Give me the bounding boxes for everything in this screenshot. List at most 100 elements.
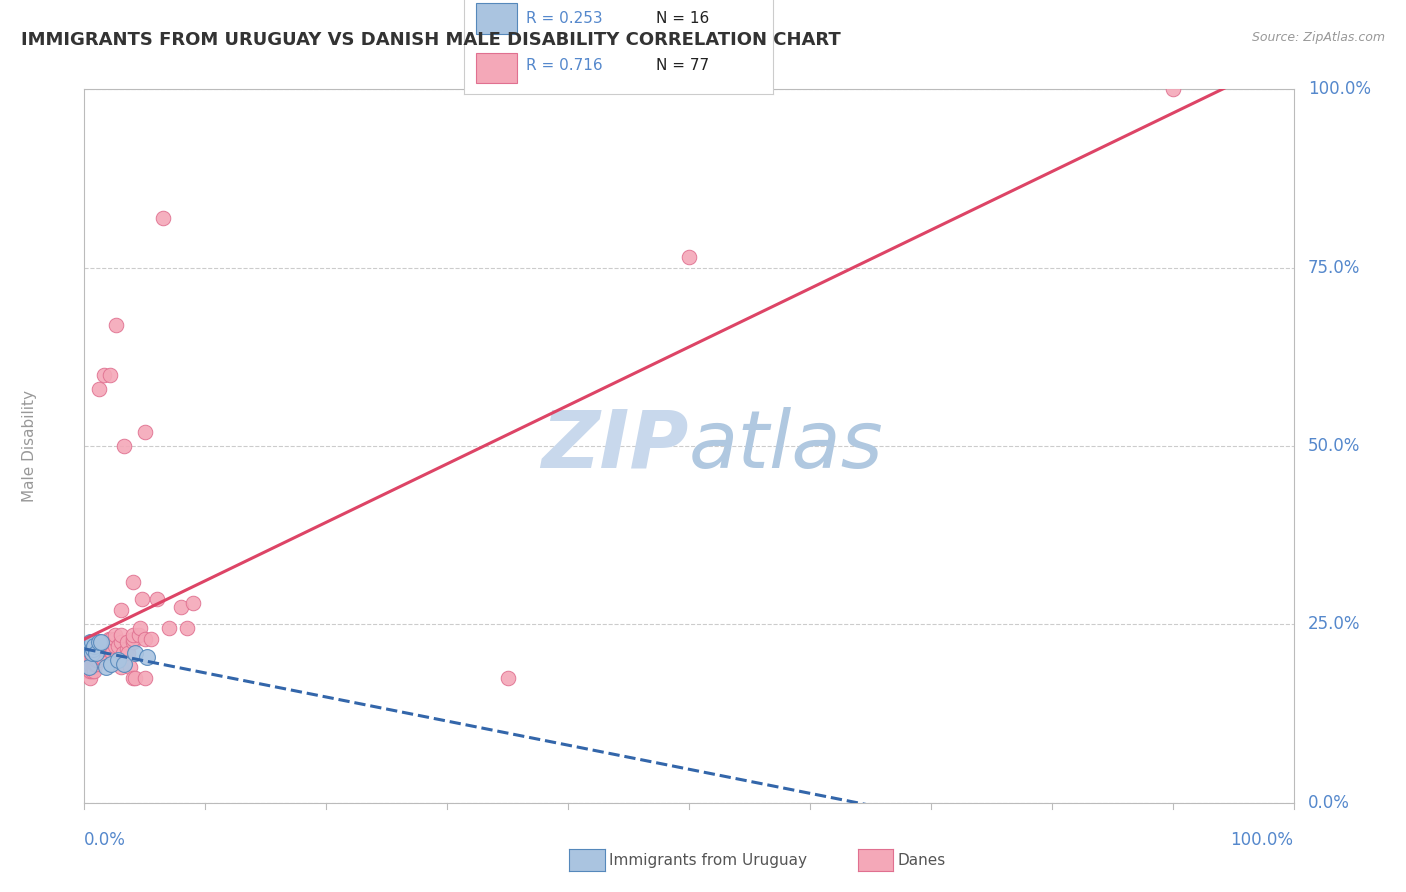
Point xyxy=(120,660,142,674)
Point xyxy=(104,628,127,642)
Point xyxy=(100,657,122,671)
Point xyxy=(128,628,150,642)
Point xyxy=(86,653,108,667)
Point xyxy=(110,635,132,649)
Point xyxy=(90,635,112,649)
Point xyxy=(79,639,101,653)
Point xyxy=(76,664,98,678)
Point xyxy=(496,671,519,685)
Point xyxy=(100,632,122,646)
Point xyxy=(77,657,100,671)
Point xyxy=(129,621,152,635)
Point xyxy=(91,649,114,664)
Point xyxy=(110,603,132,617)
Point xyxy=(80,653,103,667)
Point xyxy=(91,642,114,657)
Point xyxy=(83,639,105,653)
Point xyxy=(100,639,122,653)
Point xyxy=(82,660,104,674)
Point xyxy=(112,646,135,660)
Point xyxy=(181,596,204,610)
Bar xyxy=(477,53,516,83)
Point xyxy=(139,632,162,646)
Point xyxy=(82,642,104,657)
Point xyxy=(117,646,139,660)
Point xyxy=(98,368,121,382)
Point xyxy=(104,632,127,646)
Point xyxy=(77,660,100,674)
Point xyxy=(79,653,101,667)
Point xyxy=(83,657,105,671)
Point xyxy=(97,642,120,657)
Point xyxy=(87,635,110,649)
Point xyxy=(131,592,153,607)
Point xyxy=(97,632,120,646)
Point xyxy=(157,621,180,635)
Text: Male Disability: Male Disability xyxy=(22,390,38,502)
Point xyxy=(79,635,101,649)
Point xyxy=(1161,82,1184,96)
Point xyxy=(86,657,108,671)
Text: 0.0%: 0.0% xyxy=(84,831,127,849)
Text: N = 16: N = 16 xyxy=(655,12,709,26)
Text: atlas: atlas xyxy=(689,407,884,485)
Point xyxy=(146,592,169,607)
Text: R = 0.716: R = 0.716 xyxy=(526,59,602,73)
Point xyxy=(97,639,120,653)
Point xyxy=(121,671,143,685)
Point xyxy=(86,653,108,667)
Point xyxy=(124,671,146,685)
Text: 25.0%: 25.0% xyxy=(1308,615,1361,633)
Point xyxy=(170,599,193,614)
Point xyxy=(90,646,112,660)
Point xyxy=(152,211,174,225)
Point xyxy=(101,646,124,660)
Bar xyxy=(477,4,516,34)
Point xyxy=(107,653,129,667)
Point xyxy=(104,639,127,653)
Point xyxy=(77,664,100,678)
Point xyxy=(80,664,103,678)
Point xyxy=(83,664,105,678)
Text: 100.0%: 100.0% xyxy=(1230,831,1294,849)
Text: N = 77: N = 77 xyxy=(655,59,709,73)
Point xyxy=(104,318,127,332)
Point xyxy=(93,368,115,382)
Point xyxy=(110,628,132,642)
Point xyxy=(110,660,132,674)
Point xyxy=(86,649,108,664)
Point xyxy=(79,664,101,678)
Point xyxy=(94,639,117,653)
Point xyxy=(87,649,110,664)
Text: R = 0.253: R = 0.253 xyxy=(526,12,602,26)
Point xyxy=(79,657,101,671)
Point xyxy=(80,657,103,671)
Point xyxy=(176,621,198,635)
Point xyxy=(115,642,138,657)
Point xyxy=(107,639,129,653)
Point xyxy=(134,671,156,685)
Point xyxy=(84,657,107,671)
Point xyxy=(84,649,107,664)
Point xyxy=(124,646,146,660)
Text: 75.0%: 75.0% xyxy=(1308,259,1361,277)
Point xyxy=(136,649,159,664)
Text: 100.0%: 100.0% xyxy=(1308,80,1371,98)
Text: ZIP: ZIP xyxy=(541,407,689,485)
Point xyxy=(79,671,101,685)
Point xyxy=(77,660,100,674)
Point xyxy=(83,653,105,667)
Point xyxy=(89,646,111,660)
Point xyxy=(134,632,156,646)
Point xyxy=(121,632,143,646)
Point xyxy=(87,382,110,396)
Point xyxy=(112,439,135,453)
Point xyxy=(91,639,114,653)
Text: IMMIGRANTS FROM URUGUAY VS DANISH MALE DISABILITY CORRELATION CHART: IMMIGRANTS FROM URUGUAY VS DANISH MALE D… xyxy=(21,31,841,49)
Point xyxy=(94,642,117,657)
Point xyxy=(94,660,117,674)
Point xyxy=(112,657,135,671)
Text: 0.0%: 0.0% xyxy=(1308,794,1350,812)
Point xyxy=(97,635,120,649)
Text: Danes: Danes xyxy=(897,854,945,868)
